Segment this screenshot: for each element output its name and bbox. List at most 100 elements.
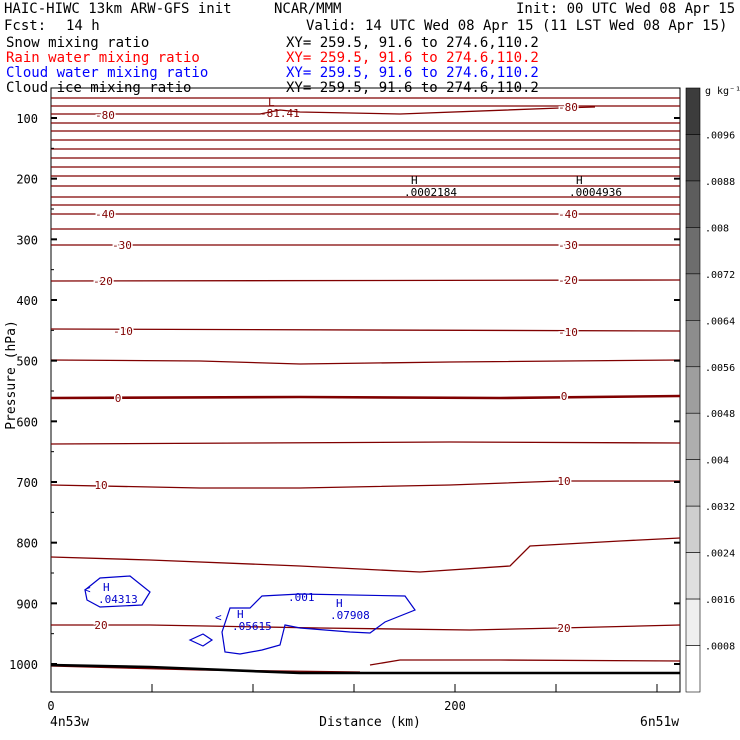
y-axis-title: Pressure (hPa) — [4, 320, 19, 430]
extremum-mark: L — [268, 96, 275, 109]
temperature-contours — [50, 97, 681, 673]
cloud-water-contours — [84, 575, 416, 655]
extremum-value: .0004936 — [569, 186, 622, 199]
x-tick-label: 200 — [444, 699, 466, 713]
isotherm-label: -40 — [95, 208, 115, 221]
y-tick-label: 500 — [16, 355, 38, 369]
isotherm — [50, 441, 681, 445]
model-title: HAIC-HIWC 13km ARW-GFS init — [4, 1, 232, 17]
isotherm — [369, 659, 681, 666]
field-name-rain: Rain water mixing ratio — [6, 50, 200, 66]
isotherm-label: 20 — [557, 622, 570, 635]
colorbar-segment — [685, 320, 701, 368]
y-tick-label: 200 — [16, 173, 38, 187]
x-axis: 0 200 — [47, 684, 658, 713]
extremum-mark: H — [336, 597, 343, 610]
cloud-water-contour — [221, 593, 416, 655]
colorbar: .0096 .0088 .008 .0072 .0064 .0056 .0048 .004 .0… — [685, 86, 740, 693]
colorbar-label: .0048 — [705, 409, 735, 420]
field-name-snow: Snow mixing ratio — [6, 35, 150, 51]
y-tick-label: 100 — [16, 112, 38, 126]
isotherm — [50, 359, 681, 365]
fcst-label: Fcst: — [4, 18, 47, 34]
isotherm-label: -30 — [112, 239, 132, 252]
colorbar-segment — [685, 366, 701, 414]
y-tick-label: 300 — [16, 233, 38, 247]
colorbar-label: .008 — [705, 223, 729, 234]
colorbar-segment — [685, 412, 701, 460]
colorbar-label: .004 — [705, 456, 729, 467]
isotherm-label: 10 — [557, 475, 570, 488]
contour-labels: -80 -80 -40 -40 -30 -30 -20 -20 -10 -10 0 0 10 10 20 20… — [84, 96, 622, 637]
isotherm-label: -40 — [558, 208, 578, 221]
isotherm-label: -10 — [558, 326, 578, 339]
extremum-value: .05615 — [232, 620, 272, 633]
isotherm-label: -20 — [558, 274, 578, 287]
extremum-value: .0002184 — [404, 186, 457, 199]
field-xy-cloud-water: XY= 259.5, 91.6 to 274.6,110.2 — [286, 65, 539, 81]
colorbar-segment — [685, 459, 701, 507]
field-xy-snow: XY= 259.5, 91.6 to 274.6,110.2 — [286, 35, 539, 51]
extremum-value: .07908 — [330, 609, 370, 622]
extremum-mark: H — [411, 174, 418, 187]
x-left-endpoint: 4n53w — [50, 715, 89, 730]
isotherm-label: -10 — [113, 325, 133, 338]
colorbar-label: .0088 — [705, 177, 735, 188]
contour-tick: < — [215, 611, 222, 624]
isotherm-label: -80 — [95, 109, 115, 122]
y-tick-label: 900 — [16, 597, 38, 611]
isotherm-plus20 — [51, 624, 681, 631]
colorbar-unit: g kg⁻¹ — [705, 86, 740, 97]
isotherm-label: 0 — [561, 390, 568, 403]
extremum-mark: H — [237, 608, 244, 621]
colorbar-label: .0016 — [705, 595, 735, 606]
isotherm-label: -80 — [558, 101, 578, 114]
isotherm-plus10 — [50, 480, 680, 489]
y-tick-label: 1000 — [9, 658, 38, 672]
cloud-water-contour — [84, 575, 151, 608]
colorbar-segment — [685, 227, 701, 275]
isotherm-zero — [50, 394, 681, 400]
y-tick-label: 800 — [16, 537, 38, 551]
isotherm-minus10 — [50, 328, 681, 332]
fcst-value: 14 h — [66, 18, 100, 34]
y-tick-label: 700 — [16, 476, 38, 490]
colorbar-segment — [685, 505, 701, 553]
x-tick-label: 0 — [47, 699, 54, 713]
isotherm — [50, 537, 681, 573]
cloud-water-contour — [188, 633, 214, 647]
colorbar-label: .0072 — [705, 270, 735, 281]
colorbar-segment — [685, 273, 701, 321]
colorbar-label: .0032 — [705, 502, 735, 513]
extremum-value: .04313 — [98, 593, 138, 606]
y-tick-label: 400 — [16, 294, 38, 308]
isotherm-label: 20 — [94, 619, 107, 632]
colorbar-label: .0056 — [705, 363, 735, 374]
colorbar-segment — [685, 180, 701, 228]
colorbar-segment — [685, 134, 701, 182]
field-xy-rain: XY= 259.5, 91.6 to 274.6,110.2 — [286, 50, 539, 66]
isotherm-label: -20 — [93, 275, 113, 288]
colorbar-segment — [685, 598, 701, 646]
colorbar-label: .0008 — [705, 642, 735, 653]
ground-line — [50, 663, 680, 675]
isotherm-minus20 — [50, 279, 681, 282]
extremum-value: -81.41 — [260, 107, 300, 120]
y-tick-label: 600 — [16, 415, 38, 429]
extremum-mark: H — [576, 174, 583, 187]
isotherm-label: 10 — [94, 479, 107, 492]
isotherm-label: 0 — [115, 392, 122, 405]
colorbar-segment — [685, 645, 701, 693]
contour-tick: < — [84, 583, 91, 596]
field-name-cloud-water: Cloud water mixing ratio — [6, 65, 209, 81]
x-right-endpoint: 6n51w — [640, 715, 679, 730]
colorbar-label: .0096 — [705, 130, 735, 141]
org-label: NCAR/MMM — [274, 1, 342, 17]
isotherm-label: -30 — [558, 239, 578, 252]
x-axis-title: Distance (km) — [319, 715, 421, 730]
valid-time: Valid: 14 UTC Wed 08 Apr 15 (11 LST Wed … — [306, 18, 728, 34]
plot-frame — [50, 87, 681, 693]
init-time: Init: 00 UTC Wed 08 Apr 15 — [516, 1, 736, 17]
